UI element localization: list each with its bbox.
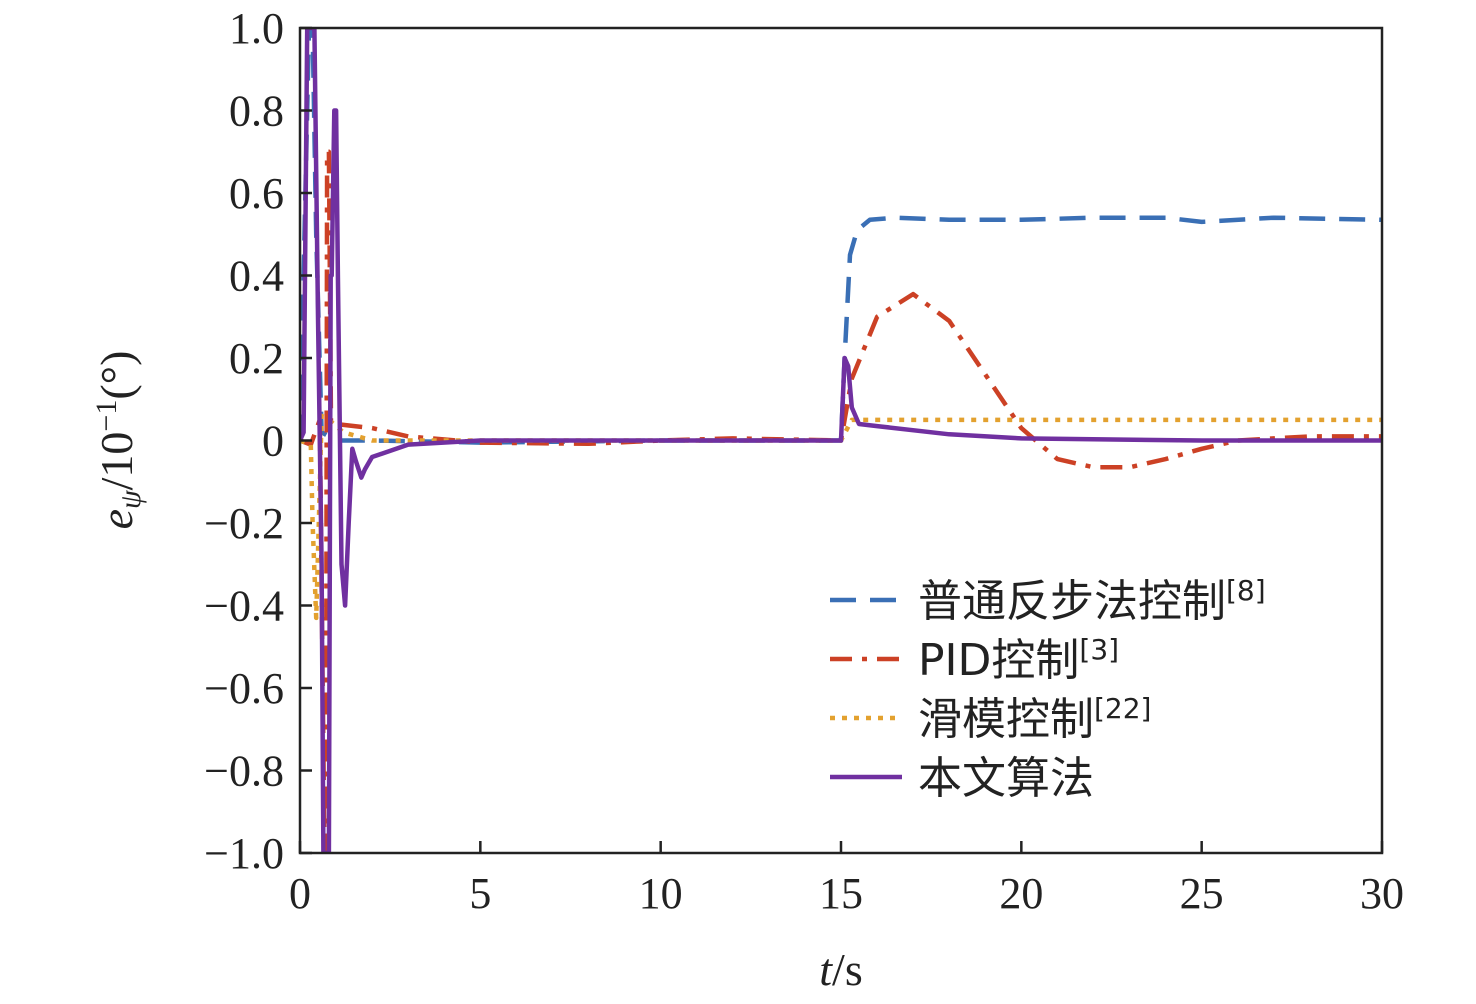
y-tick-label: −0.8 [204,747,284,796]
y-tick-label: 0.2 [229,334,284,383]
y-axis-var: e [91,509,142,529]
legend-ref: [3] [1079,633,1119,666]
x-tick-label: 20 [999,869,1043,918]
y-tick-label: 0.4 [229,252,284,301]
legend-ref: [22] [1094,692,1151,725]
x-tick-label: 15 [819,869,863,918]
series-line-2 [300,149,1382,853]
legend-label-4: 本文算法 [918,753,1094,804]
legend: 普通反步法控制[8]PID控制[3]滑模控制[22]本文算法 [830,574,1266,804]
x-tick-label: 25 [1180,869,1224,918]
legend-label-1: 普通反步法控制[8] [918,574,1266,627]
y-axis-tail: (°) [91,351,142,400]
series-line-1 [300,28,1382,445]
y-tick-label: −0.4 [204,582,284,631]
y-axis-label: eψ/10−1(°) [90,351,147,530]
x-axis-var: t [819,944,833,995]
legend-ref: [8] [1226,574,1266,607]
x-tick-label: 0 [289,869,311,918]
legend-name: 本文算法 [918,753,1094,804]
y-tick-label: −0.2 [204,499,284,548]
y-tick-label: −1.0 [204,829,284,878]
y-tick-label: 0 [262,417,284,466]
y-tick-label: 0.8 [229,87,284,136]
x-tick-label: 5 [469,869,491,918]
legend-label-3: 滑模控制[22] [918,692,1151,745]
x-ticks: 0 5 10 15 20 25 30 [289,841,1404,918]
series-layer [300,28,1382,853]
y-tick-label: 1.0 [229,4,284,53]
y-axis-unit: /10 [91,432,142,491]
series-line-4 [300,28,1382,853]
y-ticks: −1.0 −0.8 −0.6 −0.4 −0.2 0 0.2 0.4 0.6 0.8 1.0 [204,4,312,878]
legend-label-2: PID控制[3] [918,633,1119,686]
series-line-3 [300,413,1382,621]
y-tick-label: 0.6 [229,169,284,218]
x-tick-label: 30 [1360,869,1404,918]
x-axis-label: t/s [819,944,862,995]
x-tick-label: 10 [639,869,683,918]
legend-name: 滑模控制 [918,694,1094,745]
x-axis-unit: /s [832,944,863,995]
y-axis-sub: ψ [114,489,147,509]
y-tick-label: −0.6 [204,664,284,713]
legend-name: PID控制 [918,635,1079,686]
legend-name: 普通反步法控制 [918,576,1226,627]
y-axis-exp: −1 [90,400,123,432]
